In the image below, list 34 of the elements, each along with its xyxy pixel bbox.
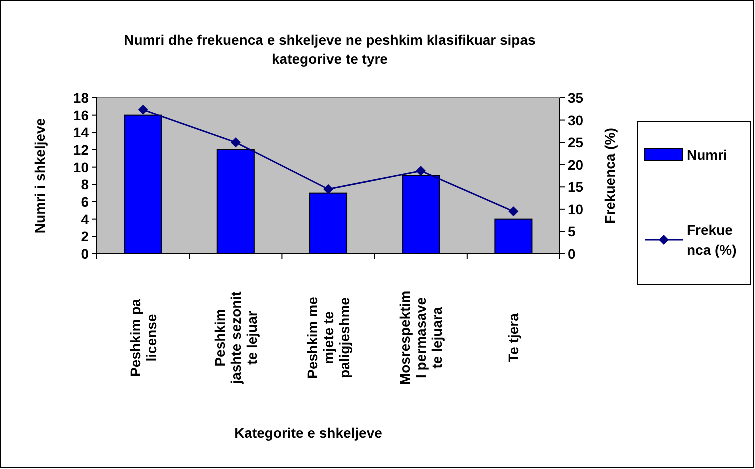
y-tick-label: 12: [73, 142, 90, 158]
legend-label: Frekuenca (%): [687, 222, 737, 258]
y-axis-title: Numri i shkeljeve: [32, 118, 48, 234]
y2-tick-label: 30: [568, 112, 584, 128]
point: [508, 206, 519, 217]
point: [138, 105, 148, 116]
y-tick-label: 4: [81, 211, 90, 228]
y2-tick-label: 35: [568, 90, 584, 106]
y2-tick-label: 5: [568, 224, 576, 240]
y-tick-label: 14: [73, 124, 90, 141]
y-tick-label: 18: [73, 90, 90, 106]
x-tick-label: Peshkim me mjete te paligjeshme: [304, 296, 352, 379]
chart-title: Numri dhe frekuenca e shkeljeve ne peshkim klasifikuar sipas kategorive te tyre: [124, 32, 536, 67]
point: [230, 138, 241, 148]
y2-tick-label: 0: [568, 246, 576, 262]
y-tick-label: 16: [73, 107, 90, 124]
y2-tick-label: 10: [568, 201, 584, 218]
y-tick-label: 8: [81, 176, 90, 193]
x-tick-label: Peshkim pa license: [127, 298, 160, 377]
y-tick-label: 10: [73, 159, 90, 176]
x-tick-label: Peshkim jashte sezonit te lejuar: [212, 291, 260, 386]
legend-label: Numri: [687, 147, 728, 163]
y2-tick-label: 20: [568, 156, 584, 173]
x-axis-title: Kategorite e shkeljeve: [234, 425, 383, 441]
y-tick-label: 0: [81, 246, 90, 262]
point: [416, 166, 426, 176]
y2-tick-label: 15: [568, 179, 584, 196]
x-tick-label: Mosrespektim I permasave te lejuara: [397, 290, 446, 386]
x-tick-label: Te tjera: [506, 313, 522, 362]
point: [324, 184, 334, 194]
y2-axis-title: Frekuenca (%): [602, 128, 618, 224]
y-tick-label: 2: [81, 228, 90, 245]
y-tick-label: 6: [81, 194, 90, 210]
y2-tick-label: 25: [568, 134, 584, 151]
